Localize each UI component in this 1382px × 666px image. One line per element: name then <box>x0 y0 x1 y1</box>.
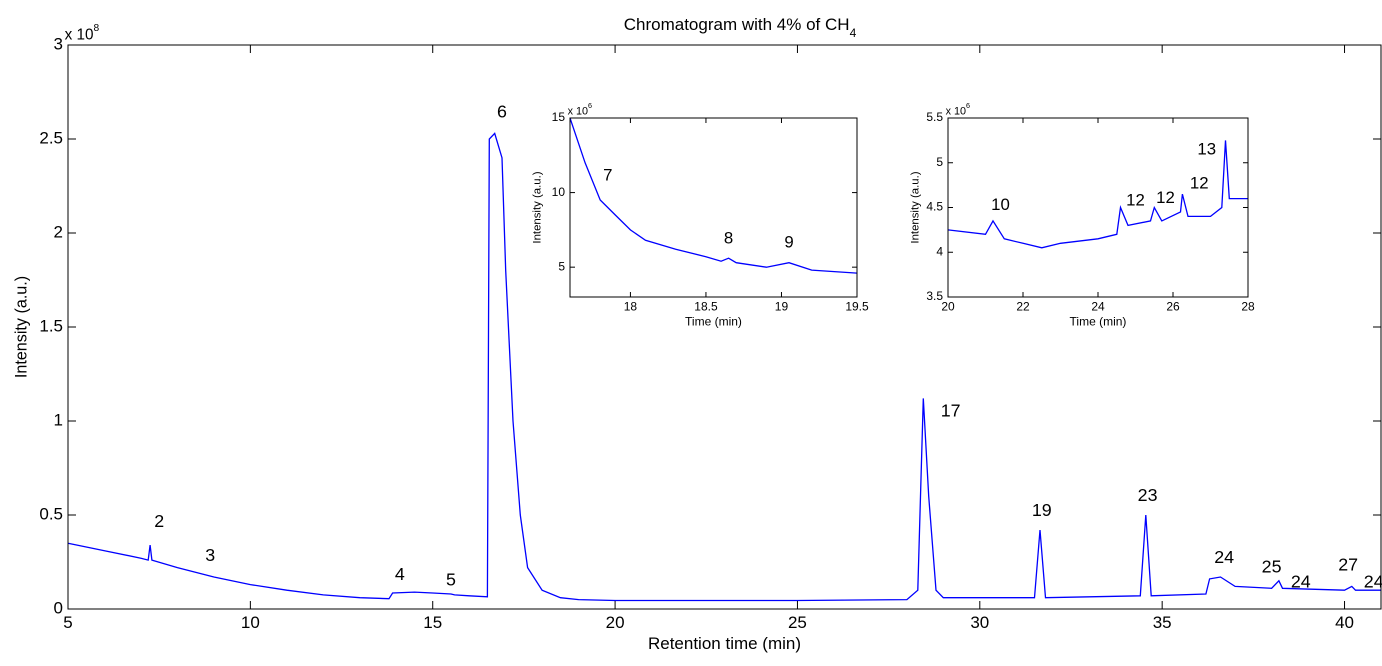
x-axis-label: Time (min) <box>685 314 742 328</box>
peak-label: 12 <box>1126 191 1145 210</box>
exponent-power: 8 <box>94 23 100 34</box>
peak-label: 2 <box>154 511 164 531</box>
exponent-power: 6 <box>966 101 970 110</box>
exponent-label: x 106 <box>946 101 970 117</box>
peak-label: 12 <box>1156 188 1175 207</box>
x-tick-label: 25 <box>788 613 807 632</box>
peak-label: 23 <box>1138 485 1158 505</box>
peak-label: 4 <box>395 564 405 584</box>
data-line <box>569 117 858 274</box>
peak-label: 9 <box>784 233 793 252</box>
title-subscript: 4 <box>850 26 857 40</box>
y-tick-label: 4 <box>936 244 943 258</box>
title-text: Chromatogram with 4% of CH <box>624 15 850 34</box>
peak-label: 8 <box>724 228 733 247</box>
y-tick-label: 5 <box>558 259 565 273</box>
plot-area <box>570 118 857 297</box>
y-tick-label: 3 <box>54 34 63 53</box>
y-tick-label: 4.5 <box>926 200 943 214</box>
peak-label: 12 <box>1190 174 1209 193</box>
y-tick-label: 2.5 <box>39 128 63 147</box>
x-tick-label: 20 <box>941 299 955 313</box>
y-tick-label: 1.5 <box>39 316 63 335</box>
x-tick-label: 20 <box>606 613 625 632</box>
x-tick-label: 24 <box>1091 299 1105 313</box>
y-tick-label: 5 <box>936 155 943 169</box>
peak-label: 13 <box>1197 140 1216 159</box>
data-line <box>67 132 1381 602</box>
exponent-base: x 10 <box>65 27 94 44</box>
exponent-label: x 108 <box>65 23 100 44</box>
x-tick-label: 15 <box>423 613 442 632</box>
peak-label: 24 <box>1214 547 1234 567</box>
exponent-base: x 10 <box>568 105 588 117</box>
x-tick-label: 35 <box>1153 613 1172 632</box>
exponent-label: x 106 <box>568 101 592 117</box>
x-tick-label: 30 <box>970 613 989 632</box>
peak-label: 3 <box>205 545 215 565</box>
x-tick-label: 40 <box>1335 613 1354 632</box>
y-tick-label: 15 <box>552 110 566 124</box>
y-axis-label: Intensity (a.u.) <box>12 276 30 378</box>
peak-label: 24 <box>1291 571 1311 591</box>
exponent-base: x 10 <box>946 105 966 117</box>
x-tick-label: 26 <box>1166 299 1180 313</box>
x-tick-label: 5 <box>63 613 72 632</box>
y-axis-label: Intensity (a.u.) <box>910 171 922 243</box>
peak-label: 10 <box>991 195 1010 214</box>
peak-label: 25 <box>1262 556 1282 576</box>
x-tick-label: 22 <box>1016 299 1030 313</box>
x-tick-label: 19 <box>775 299 789 313</box>
peak-label: 24 <box>1364 571 1382 591</box>
x-tick-label: 19.5 <box>845 299 869 313</box>
y-axis-label: Intensity (a.u.) <box>532 171 544 243</box>
x-tick-label: 18.5 <box>694 299 718 313</box>
peak-label: 7 <box>603 166 612 185</box>
peak-label: 27 <box>1338 554 1358 574</box>
axes-box <box>569 117 858 298</box>
peak-label: 6 <box>497 101 507 121</box>
exponent-power: 6 <box>588 101 592 110</box>
peak-label: 17 <box>941 400 961 420</box>
x-axis-label: Time (min) <box>1070 314 1127 328</box>
x-tick-label: 28 <box>1241 299 1255 313</box>
x-tick-label: 18 <box>624 299 638 313</box>
y-tick-label: 1 <box>54 410 63 429</box>
data-line <box>947 140 1248 249</box>
y-tick-label: 10 <box>552 185 566 199</box>
chart-title: Chromatogram with 4% of CH4 <box>624 15 857 40</box>
y-tick-label: 0.5 <box>39 504 63 523</box>
y-tick-label: 5.5 <box>926 110 943 124</box>
plot-area <box>948 118 1248 297</box>
peak-label: 19 <box>1032 500 1052 520</box>
x-axis-label: Retention time (min) <box>648 634 801 653</box>
peak-label: 5 <box>446 570 456 590</box>
y-tick-label: 2 <box>54 222 63 241</box>
x-tick-label: 10 <box>241 613 260 632</box>
y-tick-label: 3.5 <box>926 289 943 303</box>
y-tick-label: 0 <box>54 598 63 617</box>
